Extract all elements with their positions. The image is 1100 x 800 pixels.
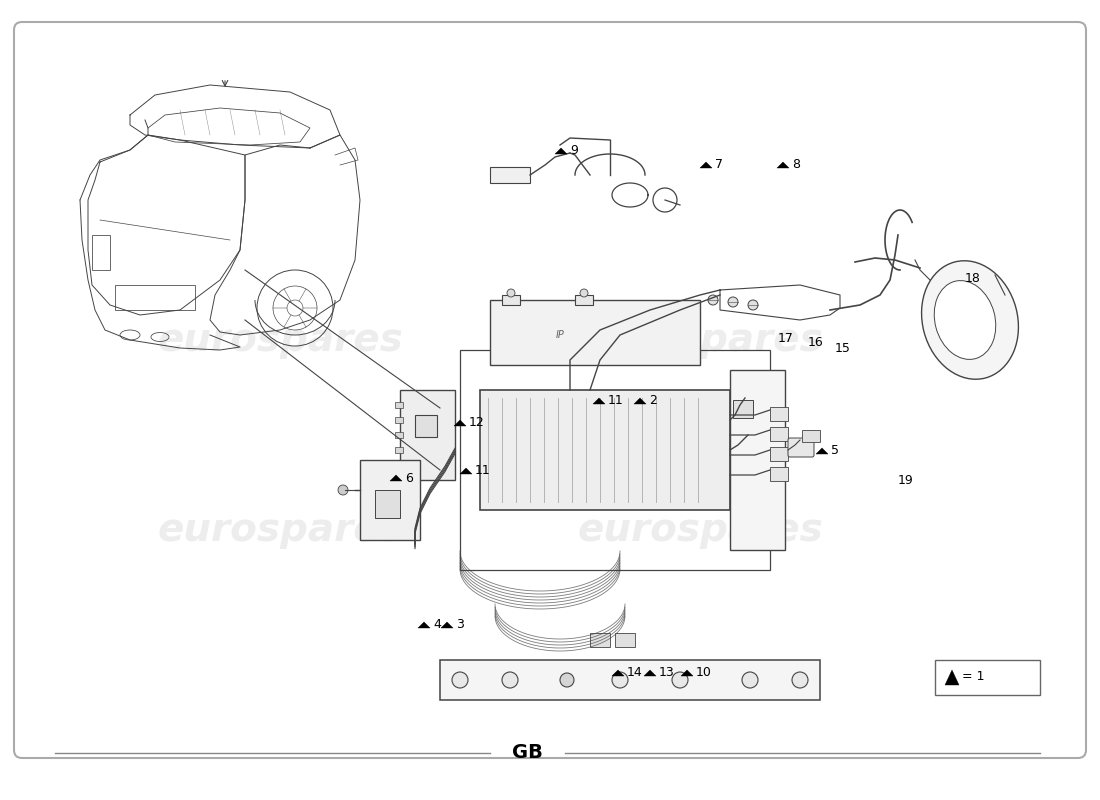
Text: 19: 19	[898, 474, 914, 486]
Circle shape	[742, 672, 758, 688]
Bar	[395, 432, 403, 438]
Text: 10: 10	[696, 666, 712, 679]
Text: = 1: = 1	[962, 670, 984, 683]
Bar	[460, 350, 770, 570]
Polygon shape	[945, 670, 959, 685]
Bar	[502, 295, 520, 305]
Bar	[935, 660, 1040, 695]
Bar	[415, 415, 437, 437]
Bar	[395, 462, 403, 468]
Text: 14: 14	[627, 666, 642, 679]
Bar	[490, 300, 700, 365]
Text: 11: 11	[475, 465, 491, 478]
Circle shape	[792, 672, 808, 688]
Text: 16: 16	[808, 335, 824, 349]
Bar	[490, 167, 530, 183]
Text: GB: GB	[512, 743, 542, 762]
Polygon shape	[700, 162, 712, 168]
Polygon shape	[418, 622, 430, 628]
Text: 6: 6	[405, 471, 412, 485]
Polygon shape	[681, 670, 693, 676]
Polygon shape	[612, 670, 624, 676]
Text: 2: 2	[649, 394, 657, 407]
Circle shape	[502, 672, 518, 688]
Bar	[575, 295, 593, 305]
Polygon shape	[556, 148, 566, 154]
Circle shape	[708, 295, 718, 305]
Text: eurospares: eurospares	[578, 321, 823, 359]
Ellipse shape	[934, 281, 996, 359]
Text: 15: 15	[835, 342, 851, 354]
Bar	[395, 417, 403, 423]
Text: 18: 18	[965, 271, 981, 285]
Bar	[440, 660, 820, 700]
Polygon shape	[390, 475, 402, 481]
Circle shape	[338, 485, 348, 495]
Bar	[375, 490, 400, 518]
Text: 5: 5	[830, 445, 839, 458]
Circle shape	[748, 300, 758, 310]
Bar	[400, 390, 455, 480]
Text: 8: 8	[792, 158, 800, 171]
Polygon shape	[777, 162, 789, 168]
Bar	[395, 402, 403, 408]
Polygon shape	[441, 622, 453, 628]
Bar	[770, 467, 788, 481]
Bar	[802, 430, 820, 442]
Bar	[590, 633, 610, 647]
Bar	[770, 447, 788, 461]
Polygon shape	[454, 420, 466, 426]
FancyBboxPatch shape	[788, 438, 814, 457]
Bar	[360, 460, 420, 540]
Text: IP: IP	[556, 330, 564, 340]
Text: 4: 4	[433, 618, 441, 631]
Bar	[770, 407, 788, 421]
Bar	[92, 235, 110, 270]
Circle shape	[507, 289, 515, 297]
Text: 12: 12	[469, 417, 485, 430]
Text: 7: 7	[715, 158, 723, 171]
Ellipse shape	[922, 261, 1019, 379]
Circle shape	[560, 673, 574, 687]
Bar	[480, 390, 730, 510]
Bar	[395, 447, 403, 453]
Circle shape	[728, 297, 738, 307]
Bar	[733, 400, 754, 418]
Polygon shape	[644, 670, 656, 676]
Bar	[770, 427, 788, 441]
Text: 3: 3	[456, 618, 464, 631]
Text: 9: 9	[570, 145, 578, 158]
Polygon shape	[634, 398, 646, 404]
Circle shape	[672, 672, 688, 688]
Polygon shape	[593, 398, 605, 404]
Text: 13: 13	[659, 666, 674, 679]
Bar	[615, 633, 635, 647]
FancyBboxPatch shape	[14, 22, 1086, 758]
Text: 17: 17	[778, 331, 794, 345]
Circle shape	[452, 672, 468, 688]
Text: eurospares: eurospares	[578, 511, 823, 549]
Circle shape	[580, 289, 588, 297]
Text: eurospares: eurospares	[157, 511, 403, 549]
Polygon shape	[460, 468, 472, 474]
Text: 11: 11	[608, 394, 624, 407]
Text: eurospares: eurospares	[157, 321, 403, 359]
Polygon shape	[816, 448, 828, 454]
Circle shape	[612, 672, 628, 688]
Bar	[116, 285, 195, 310]
Bar	[730, 370, 785, 550]
